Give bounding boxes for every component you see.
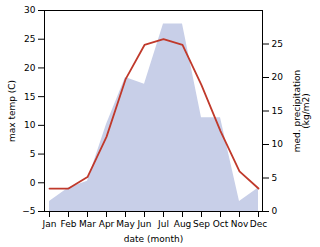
svg-text:10: 10 <box>272 139 284 149</box>
svg-text:Jul: Jul <box>157 219 169 229</box>
svg-text:Jun: Jun <box>136 219 151 229</box>
svg-text:20: 20 <box>24 63 36 73</box>
svg-text:15: 15 <box>272 106 283 116</box>
svg-text:Dec: Dec <box>250 219 267 229</box>
svg-text:med. precipitation(kg/m2): med. precipitation(kg/m2) <box>292 70 311 152</box>
svg-text:30: 30 <box>24 5 36 15</box>
svg-text:Nov: Nov <box>231 219 249 229</box>
svg-text:25: 25 <box>272 39 283 49</box>
svg-text:20: 20 <box>272 72 284 82</box>
svg-text:0: 0 <box>272 206 278 216</box>
svg-text:25: 25 <box>24 34 35 44</box>
svg-text:10: 10 <box>24 120 36 130</box>
svg-text:Oct: Oct <box>213 219 229 229</box>
svg-text:5: 5 <box>272 173 278 183</box>
svg-text:5: 5 <box>30 149 36 159</box>
svg-text:Jan: Jan <box>42 219 57 229</box>
svg-text:May: May <box>116 219 135 229</box>
svg-text:Aug: Aug <box>174 219 192 229</box>
svg-text:0: 0 <box>30 178 36 188</box>
svg-text:Sep: Sep <box>193 219 210 229</box>
svg-text:Mar: Mar <box>79 219 96 229</box>
svg-text:Feb: Feb <box>61 219 77 229</box>
svg-text:max temp (C): max temp (C) <box>7 80 17 142</box>
svg-text:date (month): date (month) <box>124 234 183 244</box>
svg-text:−5: −5 <box>22 206 35 216</box>
svg-text:Apr: Apr <box>99 219 115 229</box>
svg-text:15: 15 <box>24 92 35 102</box>
